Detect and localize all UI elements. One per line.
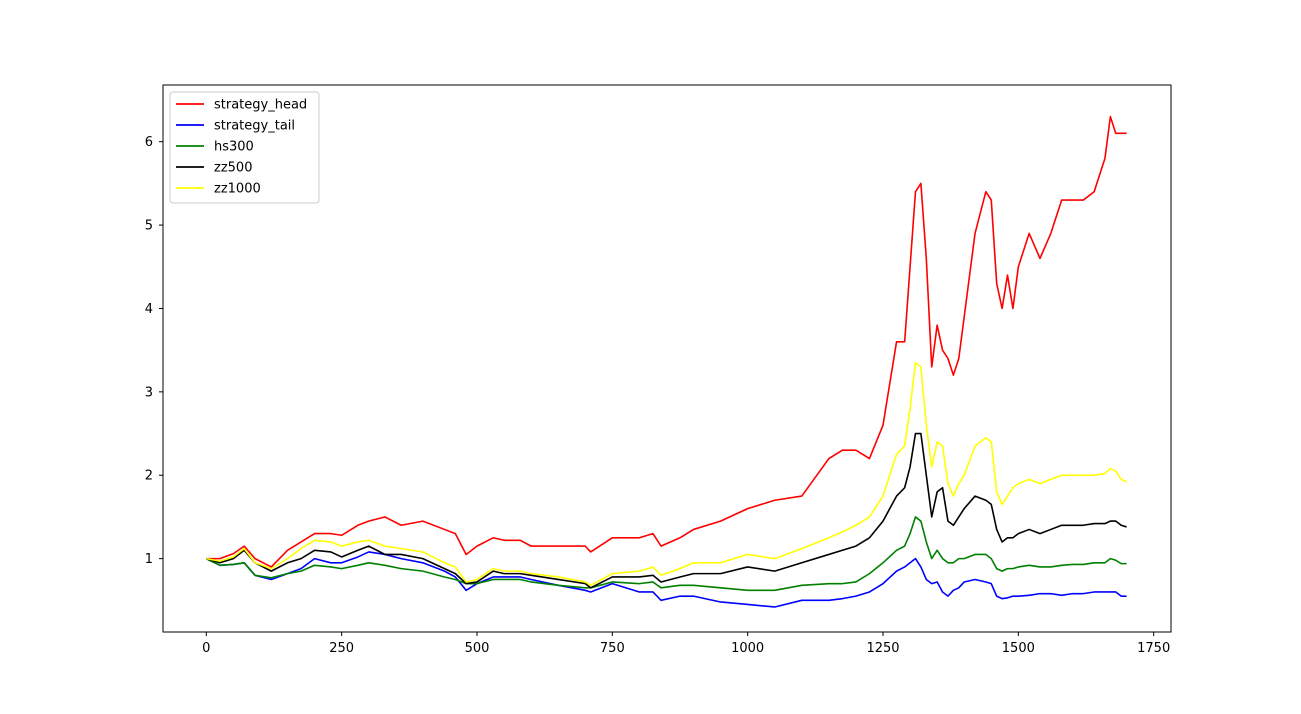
series-line-zz500 <box>206 432 1127 589</box>
legend-label-strategy-head: strategy_head <box>214 98 307 113</box>
legend-label-zz500: zz500 <box>214 161 252 176</box>
series-line-strategy-tail <box>205 551 1127 608</box>
x-tick-label: 1750 <box>1137 641 1170 656</box>
x-tick-label: 1500 <box>1002 641 1035 656</box>
y-tick-label: 1 <box>145 552 153 567</box>
x-tick-label: 750 <box>600 641 625 656</box>
y-tick-label: 6 <box>145 135 153 150</box>
x-tick-label: 0 <box>202 641 210 656</box>
series-line-strategy-head <box>206 115 1127 568</box>
x-tick-label: 1000 <box>731 641 764 656</box>
y-tick-label: 5 <box>145 219 153 234</box>
y-tick-label: 3 <box>145 385 153 400</box>
x-tick-label: 1250 <box>866 641 899 656</box>
x-tick-label: 500 <box>465 641 490 656</box>
x-tick-label: 250 <box>329 641 354 656</box>
series-line-zz1000 <box>206 361 1127 587</box>
y-tick-label: 2 <box>145 469 153 484</box>
legend-label-zz1000: zz1000 <box>214 182 261 197</box>
plot-frame <box>162 84 1172 633</box>
y-tick-label: 4 <box>145 302 153 317</box>
legend-label-strategy-tail: strategy_tail <box>214 119 295 134</box>
legend-box <box>169 91 320 204</box>
series-line-hs300 <box>205 516 1127 592</box>
legend: strategy_head strategy_tail hs300 zz500 zz10… <box>169 91 320 204</box>
legend-label-hs300: hs300 <box>214 140 254 155</box>
